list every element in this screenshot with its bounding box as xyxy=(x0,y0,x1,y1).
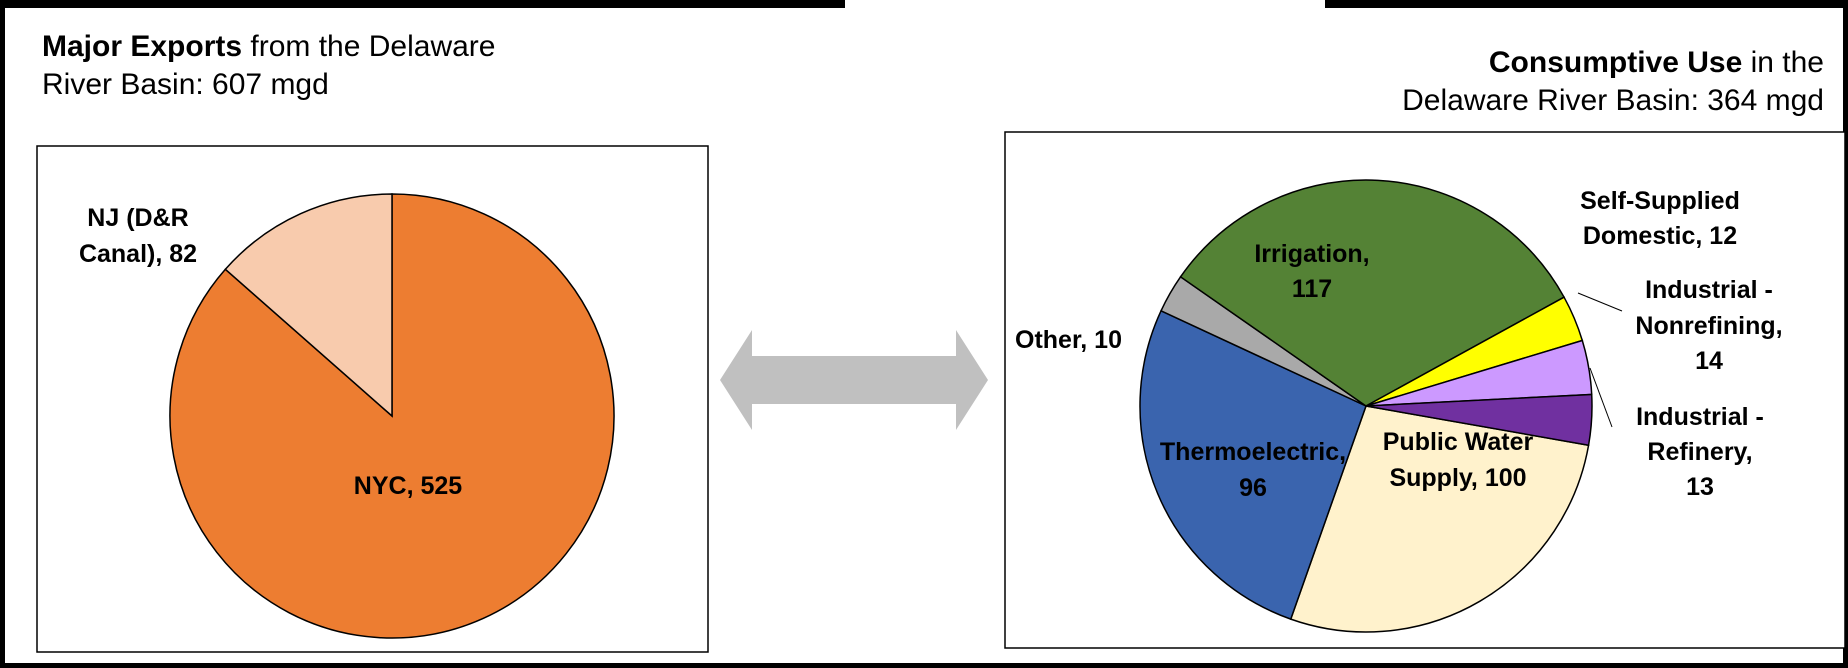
label-nonrefining-line3: 14 xyxy=(1695,347,1723,375)
right-title-line2: Delaware River Basin: 364 mgd xyxy=(1402,84,1824,117)
label-irrigation-line2: 117 xyxy=(1292,275,1332,303)
label-public-water-line2: Supply, 100 xyxy=(1389,464,1526,492)
right-title-bold: Consumptive Use xyxy=(1488,46,1743,79)
right-chart-title: Consumptive Use in the Delaware River Ba… xyxy=(1402,44,1824,120)
arrow-notch xyxy=(792,336,888,356)
label-public-water-line1: Public Water xyxy=(1383,428,1534,456)
leader-line-refinery xyxy=(1589,367,1613,428)
label-nj-line2: Canal), 82 xyxy=(79,240,197,268)
label-refinery-line1: Industrial - xyxy=(1636,403,1764,431)
label-nonrefining-line2: Nonrefining, xyxy=(1635,312,1782,340)
exports-pie xyxy=(169,193,615,639)
label-other: Other, 10 xyxy=(1015,326,1122,354)
label-refinery-line2: Refinery, xyxy=(1647,438,1752,466)
right-title-rest: in the xyxy=(1742,46,1824,79)
frame-gap xyxy=(845,0,1325,9)
left-title-bold: Major Exports xyxy=(42,30,243,63)
label-self-supplied-line1: Self-Supplied xyxy=(1580,187,1740,215)
label-refinery-line3: 13 xyxy=(1686,473,1714,501)
pie-slice-public-water-supply xyxy=(1289,405,1590,633)
pie-slice-thermoelectric xyxy=(1139,309,1367,621)
label-self-supplied-line2: Domestic, 12 xyxy=(1583,222,1737,250)
label-thermoelectric-line2: 96 xyxy=(1239,474,1267,502)
left-chart-title: Major Exports from the Delaware River Ba… xyxy=(42,28,495,104)
pie-slice-nyc xyxy=(169,193,615,639)
pie-slice-industrial-refinery xyxy=(1365,393,1593,447)
leader-line-nonrefining xyxy=(1577,292,1623,312)
pie-slice-nj-dr-canal xyxy=(224,193,393,418)
label-nonrefining-line1: Industrial - xyxy=(1645,276,1773,304)
label-nj-line1: NJ (D&R xyxy=(87,204,188,232)
label-nyc: NYC, 525 xyxy=(354,472,462,500)
label-thermoelectric-line1: Thermoelectric, xyxy=(1160,438,1346,466)
double-arrow-icon xyxy=(720,330,988,430)
left-title-line2: River Basin: 607 mgd xyxy=(42,68,329,101)
left-title-rest: from the Delaware xyxy=(242,30,496,63)
consumptive-use-pie xyxy=(1139,179,1593,633)
label-irrigation-line1: Irrigation, xyxy=(1254,240,1369,268)
